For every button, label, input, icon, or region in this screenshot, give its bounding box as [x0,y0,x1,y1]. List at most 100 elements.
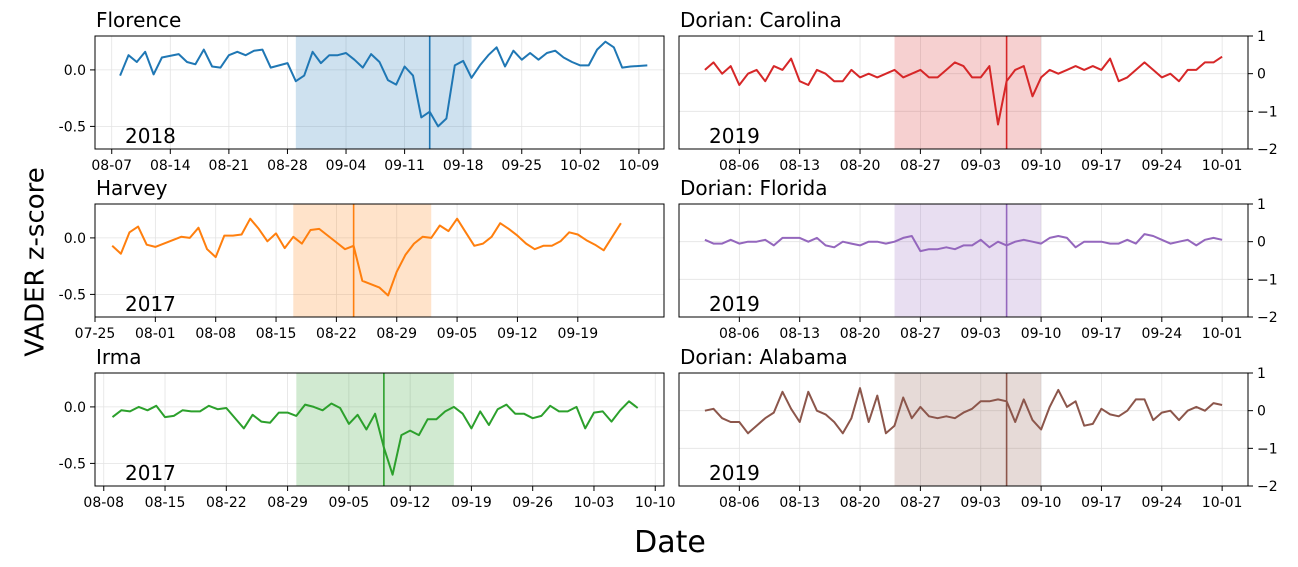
x-tick-label: 07-25 [75,326,116,342]
x-tick-label: 08-14 [150,158,191,174]
chart-panel-2: 07-25 08-01 08-08 08-15 08-22 08-29 09-05 09-12… [59,176,665,342]
plot-frame [678,203,1249,318]
x-tick-label: 09-25 [501,158,542,174]
y-tick-label: 0.0 [64,63,86,79]
panel-title: Dorian: Carolina [680,8,842,32]
x-tick-label: 08-15 [145,495,186,511]
x-tick-label: 08-08 [195,326,236,342]
event-span [293,204,432,317]
figure-ylabel: VADER z-score [21,167,51,357]
x-tick-label: 08-06 [719,495,760,511]
x-tick-label: 10-01 [1202,326,1243,342]
panel-title: Florence [96,8,181,32]
x-tick-label: 09-19 [451,495,492,511]
y-tick-label: -0.5 [59,119,86,135]
y-tick-label: 1 [1257,197,1266,213]
y-tick-label: 0 [1257,235,1266,251]
year-label: 2017 [125,461,176,485]
panels: 08-07 08-14 08-21 08-28 09-04 09-11 09-18 09-25… [59,8,1278,511]
y-tick-label: 0.0 [64,231,86,247]
x-tick-label: 08-08 [83,495,124,511]
x-tick-label: 09-24 [1141,158,1182,174]
x-tick-label: 09-18 [443,158,484,174]
x-tick-label: 08-20 [840,326,881,342]
event-span [894,373,1042,486]
x-tick-label: 08-27 [900,158,941,174]
plot-frame [94,203,665,318]
year-label: 2019 [709,124,760,148]
x-tick-label: 09-24 [1141,326,1182,342]
x-tick-label: 08-13 [779,158,820,174]
y-tick-label: −1 [1257,441,1278,457]
series-line [704,55,1223,126]
series-line [111,217,622,297]
x-tick-label: 08-20 [840,495,881,511]
chart-panel-6: 08-06 08-13 08-20 08-27 09-03 09-10 09-17 09-24… [678,345,1278,511]
event-span [295,36,472,149]
x-tick-label: 08-15 [256,326,297,342]
y-tick-label: −2 [1257,479,1278,495]
x-tick-label: 09-10 [1021,495,1062,511]
panel-title: Dorian: Alabama [680,345,848,369]
x-tick-label: 09-12 [390,495,431,511]
panel-title: Harvey [96,176,168,200]
x-tick-label: 08-27 [900,495,941,511]
x-tick-label: 09-10 [1021,158,1062,174]
chart-panel-5: 08-06 08-13 08-20 08-27 09-03 09-10 09-17 09-24… [678,176,1278,342]
year-label: 2019 [709,292,760,316]
x-tick-label: 08-21 [209,158,250,174]
y-tick-label: −1 [1257,272,1278,288]
y-tick-label: 0.0 [64,400,86,416]
x-tick-label: 08-28 [267,158,308,174]
series-line [704,233,1223,253]
plot-frame [678,35,1249,150]
series-line [704,387,1223,435]
x-tick-label: 08-06 [719,326,760,342]
x-tick-label: 09-26 [512,495,553,511]
series-line [119,40,648,128]
x-tick-label: 08-01 [135,326,176,342]
year-label: 2018 [125,124,176,148]
y-tick-label: −2 [1257,310,1278,326]
series-line [111,400,639,476]
event-span [894,36,1042,149]
x-tick-label: 09-17 [1081,326,1122,342]
x-tick-label: 08-29 [376,326,417,342]
panel-title: Irma [96,345,142,369]
x-tick-label: 08-29 [267,495,308,511]
y-tick-label: 0 [1257,404,1266,420]
x-tick-label: 10-01 [1202,158,1243,174]
plot-frame [94,35,665,150]
y-tick-label: 0 [1257,67,1266,83]
x-tick-label: 10-03 [574,495,615,511]
x-tick-label: 09-04 [326,158,367,174]
x-tick-label: 09-05 [329,495,370,511]
x-tick-label: 09-03 [960,158,1001,174]
x-tick-label: 10-01 [1202,495,1243,511]
chart-panel-3: 08-08 08-15 08-22 08-29 09-05 09-12 09-19 09-26… [59,345,676,511]
x-tick-label: 08-13 [779,495,820,511]
y-tick-label: 1 [1257,366,1266,382]
x-tick-label: 08-22 [316,326,357,342]
x-tick-label: 09-10 [1021,326,1062,342]
x-tick-label: 09-12 [497,326,538,342]
x-tick-label: 09-03 [960,326,1001,342]
y-tick-label: −2 [1257,142,1278,158]
y-tick-label: -0.5 [59,456,86,472]
y-tick-label: -0.5 [59,287,86,303]
x-tick-label: 08-07 [91,158,132,174]
x-tick-label: 09-17 [1081,158,1122,174]
x-tick-label: 08-27 [900,326,941,342]
x-tick-label: 09-24 [1141,495,1182,511]
x-tick-label: 08-06 [719,158,760,174]
plot-frame [678,372,1249,487]
x-tick-label: 09-19 [557,326,598,342]
x-tick-label: 10-02 [560,158,601,174]
year-label: 2019 [709,461,760,485]
chart-panel-4: 08-06 08-13 08-20 08-27 09-03 09-10 09-17 09-24… [678,8,1278,174]
chart-panel-1: 08-07 08-14 08-21 08-28 09-04 09-11 09-18 09-25… [59,8,665,174]
y-tick-label: −1 [1257,104,1278,120]
plot-frame [94,372,665,487]
panel-title: Dorian: Florida [680,176,827,200]
